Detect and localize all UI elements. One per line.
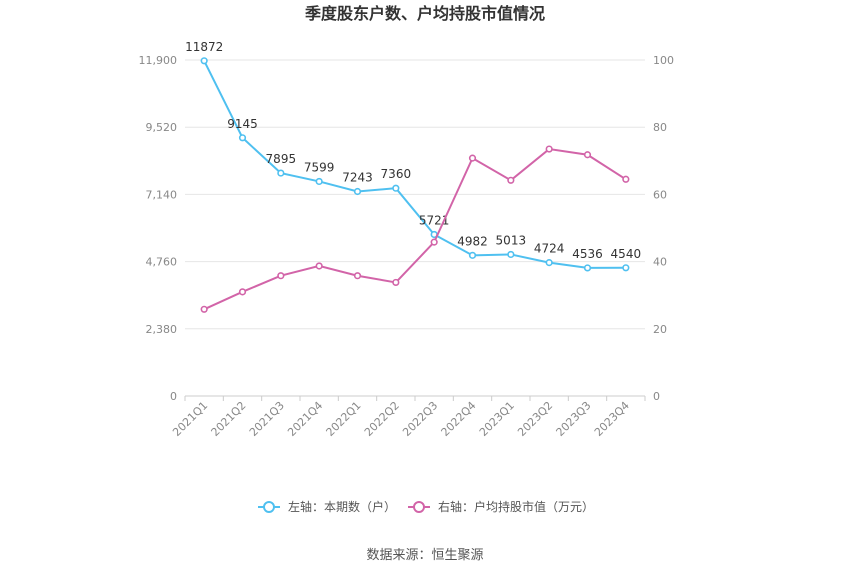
data-point: [468, 154, 477, 162]
left-tick-label: 2,380: [146, 323, 178, 336]
right-tick-label: 0: [653, 390, 660, 403]
data-point: [507, 250, 515, 259]
left-tick-label: 11,900: [139, 54, 178, 67]
legend-item-2[interactable]: 右轴：户均持股市值（万元）: [408, 499, 594, 514]
data-label: 4536: [572, 247, 603, 261]
right-tick-label: 20: [653, 323, 667, 336]
data-point: [392, 184, 400, 192]
source-text: 数据来源：恒生聚源: [366, 548, 483, 563]
legend[interactable]: 左轴：本期数（户） 右轴：户均持股市值（万元）: [258, 499, 594, 514]
data-point: [315, 262, 323, 270]
legend-item-1[interactable]: 左轴：本期数（户）: [258, 499, 396, 514]
x-tick-label: 2022Q1: [324, 399, 364, 439]
right-tick-label: 80: [653, 121, 667, 134]
right-tick-label: 100: [653, 54, 674, 67]
data-point: [545, 259, 553, 267]
data-label: 7599: [304, 160, 335, 174]
data-point: [238, 288, 247, 296]
grid: [185, 59, 645, 397]
data-point: [545, 145, 553, 153]
right-tick-label: 60: [653, 188, 667, 201]
data-point: [200, 305, 208, 313]
data-point: [238, 134, 247, 142]
data-point: [583, 264, 592, 272]
x-tick-label: 2022Q2: [362, 399, 402, 439]
x-tick-label: 2023Q4: [592, 399, 632, 439]
x-tick-label: 2021Q4: [285, 399, 325, 439]
x-tick-label: 2021Q3: [247, 399, 287, 439]
series-line-2: [203, 147, 627, 311]
data-label: 5013: [496, 233, 527, 247]
data-label: 7243: [342, 170, 373, 184]
data-point: [507, 176, 515, 184]
x-tick-label: 2022Q4: [439, 399, 479, 439]
data-label: 7360: [381, 167, 412, 181]
data-point: [392, 278, 400, 287]
data-point: [622, 175, 630, 183]
data-point: [200, 57, 208, 65]
data-point: [622, 264, 630, 272]
left-tick-label: 4,760: [146, 256, 178, 269]
left-axis: 0 2,380 4,760 7,140 9,520 11,900: [139, 54, 178, 403]
series-line-1: [203, 60, 626, 269]
data-label: 4540: [611, 247, 642, 261]
x-tick-label: 2023Q1: [477, 399, 517, 439]
x-tick-label: 2021Q1: [170, 399, 210, 439]
x-tick-label: 2023Q3: [554, 399, 594, 439]
data-point: [353, 187, 362, 196]
right-tick-label: 40: [653, 256, 667, 269]
legend-label: 右轴：户均持股市值（万元）: [438, 499, 594, 514]
data-point: [430, 238, 438, 246]
x-tick-label: 2023Q2: [515, 399, 555, 439]
left-tick-label: 7,140: [146, 188, 178, 201]
data-point: [277, 169, 285, 177]
left-tick-label: 9,520: [146, 121, 178, 134]
right-axis: 0 20 40 60 80 100: [653, 54, 674, 403]
legend-marker: [413, 501, 425, 513]
legend-label: 左轴：本期数（户）: [288, 499, 396, 514]
x-axis: 2021Q12021Q22021Q32021Q42022Q12022Q22022…: [170, 396, 646, 439]
data-point: [583, 151, 592, 159]
chart-title: 季度股东户数、户均持股市值情况: [304, 4, 545, 23]
x-tick-label: 2022Q3: [400, 399, 440, 439]
data-label: 11872: [185, 40, 223, 54]
data-point: [468, 251, 477, 259]
data-label: 4982: [457, 234, 488, 248]
x-tick-label: 2021Q2: [209, 399, 249, 439]
data-label: 9145: [227, 117, 258, 131]
data-point: [353, 272, 362, 280]
legend-marker: [263, 501, 275, 513]
data-label: 7895: [266, 152, 297, 166]
data-point: [277, 272, 285, 280]
left-tick-label: 0: [170, 390, 177, 403]
data-label: 4724: [534, 242, 565, 256]
data-point: [315, 177, 323, 186]
